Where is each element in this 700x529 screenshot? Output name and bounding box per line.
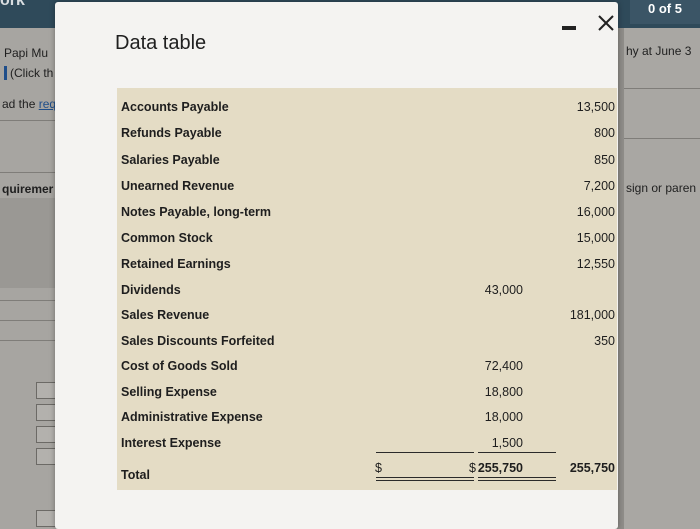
row-credit: 7,200 [583,179,615,193]
modal-title: Data table [115,32,207,54]
row-label: Cost of Goods Sold [121,359,238,373]
total-credit-currency: $ [469,461,476,475]
background-right-text-2: sign or paren [626,181,697,195]
background-link[interactable]: req [38,97,57,111]
background-right-text-1: hy at June 3 [626,44,692,58]
table-row: Cost of Goods Sold 72,400 [117,353,617,379]
row-debit: 1,500 [491,436,523,450]
row-credit: 15,000 [576,231,615,245]
background-divider [0,340,62,341]
row-credit: 800 [594,126,615,140]
background-divider [0,300,62,301]
debit-subtotal-line [376,452,474,453]
table-row: Interest Expense 1,500 [117,430,617,456]
row-label: Unearned Revenue [121,179,235,193]
row-credit: 12,550 [576,257,615,271]
background-text-4: quiremer [2,182,54,196]
credit-total-double-line [478,477,556,481]
row-label: Administrative Expense [121,410,263,424]
row-debit: 18,800 [484,385,523,399]
debit-total-double-line [376,477,474,481]
table-row: Accounts Payable 13,500 [117,94,617,120]
row-debit: 18,000 [484,410,523,424]
background-right-panel [624,28,700,529]
row-credit: 181,000 [569,308,615,322]
row-label: Notes Payable, long-term [121,205,272,219]
background-text-1: Papi Mu [4,46,49,60]
row-debit: 72,400 [484,359,523,373]
progress-indicator: 0 of 5 [630,0,700,24]
table-row: Notes Payable, long-term 16,000 [117,199,617,225]
table-row: Common Stock 15,000 [117,225,617,251]
table-row: Sales Revenue 181,000 [117,302,617,328]
row-credit: 850 [594,153,615,167]
background-text-3-plain: ad the [2,97,39,111]
close-icon[interactable] [595,12,617,34]
row-label: Dividends [121,283,181,297]
background-divider [0,320,62,321]
table-row: Administrative Expense 18,000 [117,404,617,430]
table-row: Salaries Payable 850 [117,147,617,173]
row-label: Accounts Payable [121,100,229,114]
minimize-icon[interactable] [562,26,576,30]
data-table [117,88,617,490]
background-divider [624,138,700,139]
total-label: Total [121,468,150,482]
row-label: Sales Revenue [121,308,210,322]
background-text-3: ad the req [2,97,62,111]
total-debit: 255,750 [477,461,523,475]
row-label: Selling Expense [121,385,217,399]
row-label: Retained Earnings [121,257,231,271]
table-row: Retained Earnings 12,550 [117,251,617,277]
table-row: Selling Expense 18,800 [117,379,617,405]
row-label: Sales Discounts Forfeited [121,334,275,348]
background-divider [0,172,62,173]
row-label: Common Stock [121,231,213,245]
row-credit: 13,500 [576,100,615,114]
background-divider [0,120,62,121]
background-text-2[interactable]: (Click th [4,66,68,80]
total-credit: 255,750 [569,461,615,475]
row-debit: 43,000 [484,283,523,297]
row-label: Refunds Payable [121,126,222,140]
credit-subtotal-line [478,452,556,453]
total-debit-currency: $ [375,461,382,475]
table-row: Dividends 43,000 [117,277,617,303]
row-label: Interest Expense [121,436,222,450]
table-row: Refunds Payable 800 [117,120,617,146]
row-credit: 16,000 [576,205,615,219]
row-credit: 350 [594,334,615,348]
background-gray-block [0,198,62,288]
top-bar-text: ork [0,0,25,9]
table-row: Unearned Revenue 7,200 [117,173,617,199]
table-row: Sales Discounts Forfeited 350 [117,328,617,354]
table-row-total: Total $ 255,750 $ 255,750 [117,455,617,482]
background-divider [624,88,700,89]
row-label: Salaries Payable [121,153,220,167]
